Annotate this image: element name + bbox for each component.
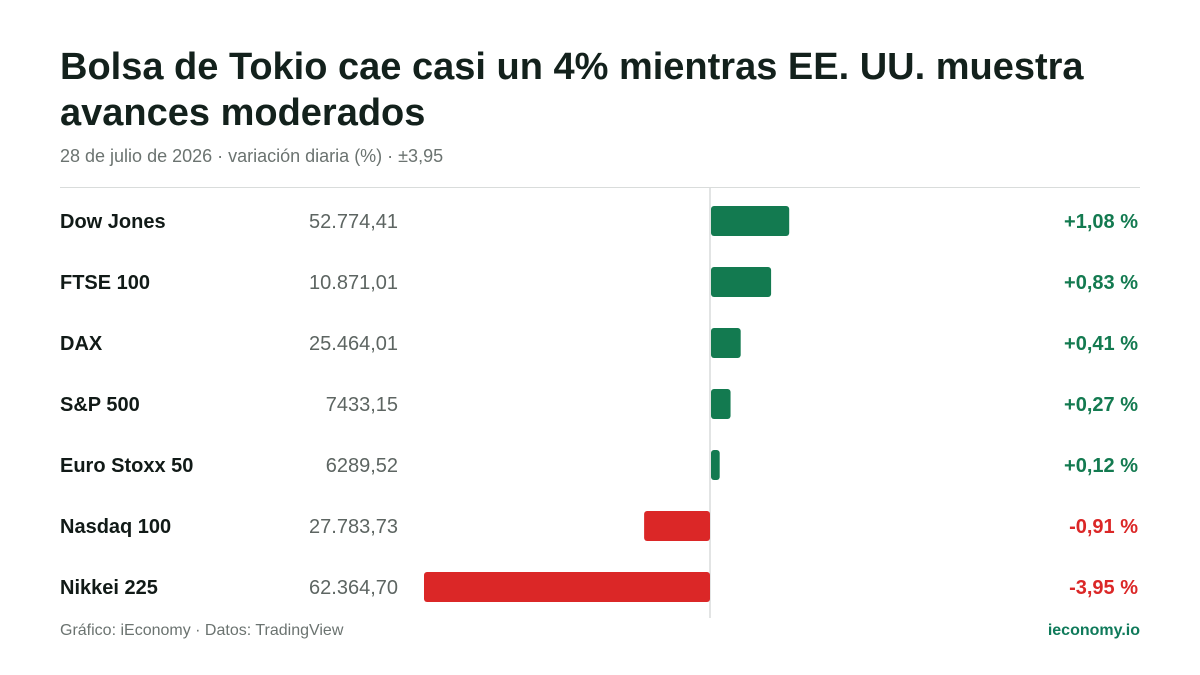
change-value-label: +0,83 % <box>1064 272 1138 294</box>
index-level-label: 62.364,70 <box>309 577 398 599</box>
chart-subtitle: 28 de julio de 2026 · variación diaria (… <box>60 146 444 166</box>
index-level-label: 52.774,41 <box>309 211 398 233</box>
index-name-label: Euro Stoxx 50 <box>60 455 193 477</box>
bar-positive <box>711 450 720 480</box>
index-name-label: Nasdaq 100 <box>60 516 171 538</box>
change-value-label: +1,08 % <box>1064 211 1138 233</box>
index-name-label: S&P 500 <box>60 394 140 416</box>
change-value-label: -3,95 % <box>1069 577 1138 599</box>
index-name-label: DAX <box>60 333 103 355</box>
index-level-label: 7433,15 <box>326 394 398 416</box>
bar-positive <box>711 328 741 358</box>
change-value-label: -0,91 % <box>1069 516 1138 538</box>
index-level-label: 25.464,01 <box>309 333 398 355</box>
change-value-label: +0,12 % <box>1064 455 1138 477</box>
bar-positive <box>711 389 731 419</box>
change-value-label: +0,27 % <box>1064 394 1138 416</box>
index-level-label: 10.871,01 <box>309 272 398 294</box>
change-value-label: +0,41 % <box>1064 333 1138 355</box>
index-level-label: 27.783,73 <box>309 516 398 538</box>
index-name-label: Nikkei 225 <box>60 577 158 599</box>
bar-negative <box>424 572 710 602</box>
header-divider <box>60 187 1140 188</box>
index-level-label: 6289,52 <box>326 455 398 477</box>
index-name-label: FTSE 100 <box>60 272 150 294</box>
bar-negative <box>644 511 710 541</box>
bar-positive <box>711 206 790 236</box>
bar-chart: Dow Jones 52.774,41 +1,08 % FTSE 100 10.871,… <box>60 188 1138 618</box>
bar-positive <box>711 267 772 297</box>
chart-title: Bolsa de Tokio cae casi un 4% mientras E… <box>60 46 1084 134</box>
brand-link[interactable]: ieconomy.io <box>1047 622 1140 639</box>
source-credit: Gráfico: iEconomy · Datos: TradingView <box>60 622 344 639</box>
index-name-label: Dow Jones <box>60 211 166 233</box>
